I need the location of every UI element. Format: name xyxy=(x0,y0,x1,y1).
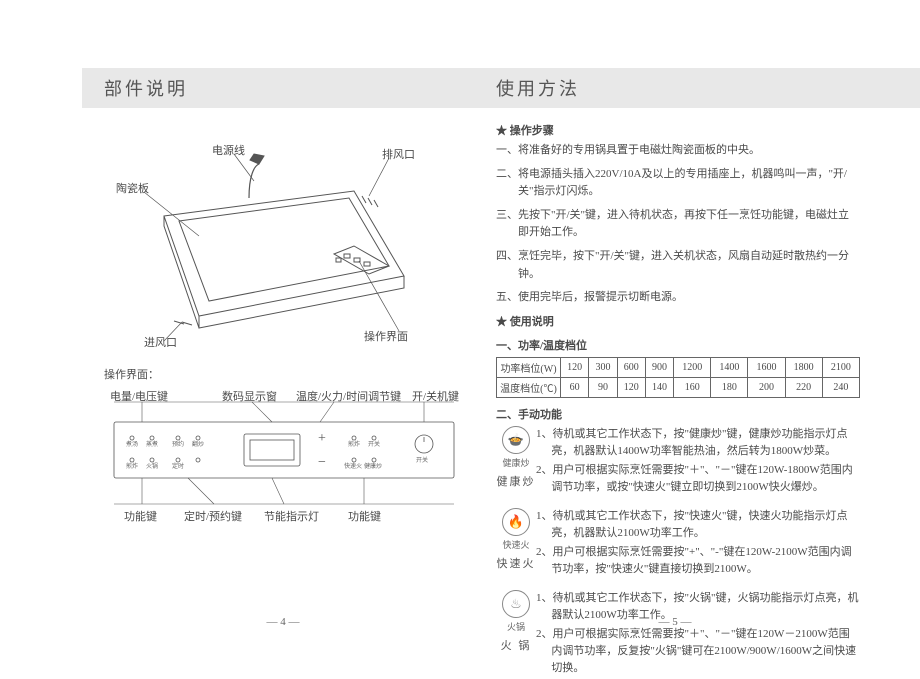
manual-title: 二、手动功能 xyxy=(496,406,860,422)
lbl-eco: 节能指示灯 xyxy=(264,508,319,524)
panel-title: 操作界面： xyxy=(104,366,468,382)
label-power-cord: 电源线 xyxy=(212,142,245,158)
svg-text:开关: 开关 xyxy=(368,440,380,448)
page-right: 使用方法 ★ 操作步骤 一、将准备好的专用锅具置于电磁灶陶瓷面板的中央。 二、将… xyxy=(490,68,860,628)
right-header: 使用方法 xyxy=(490,68,860,108)
section-instructions-title: ★ 使用说明 xyxy=(496,313,860,329)
tiny-boil: 煮汤 xyxy=(126,440,138,448)
power-header: 功率档位(W) xyxy=(497,357,561,377)
svg-text:煎炸: 煎炸 xyxy=(348,440,360,448)
left-title: 部件说明 xyxy=(104,75,188,101)
right-title: 使用方法 xyxy=(496,75,580,101)
lbl-power-voltage: 电量/电压键 xyxy=(110,388,168,404)
rapid-icon-label: 快速火 xyxy=(496,538,536,551)
lbl-func-r: 功能键 xyxy=(348,508,381,524)
device-diagram: 电源线 排风口 陶瓷板 进风口 操作界面 xyxy=(104,136,468,346)
table-title: 一、功率/温度档位 xyxy=(496,337,860,353)
step-2: 二、将电源插头插入220V/10A及以上的专用插座上，机器鸣叫一声，"开/关"指… xyxy=(496,166,860,201)
svg-text:健康炒: 健康炒 xyxy=(364,462,382,470)
label-exhaust: 排风口 xyxy=(382,146,415,162)
rapid-item-2: 2、用户可根据实际烹饪需要按"+"、"-"键在120W-2100W范围内调节功率… xyxy=(536,544,860,578)
svg-text:快速火: 快速火 xyxy=(344,462,362,470)
rapid-item-1: 1、待机或其它工作状态下，按"快速火"键，快速火功能指示灯点亮，机器默认2100… xyxy=(536,508,860,542)
tiny-preset: 预约 xyxy=(172,440,184,448)
section-steps-title: ★ 操作步骤 xyxy=(496,122,860,138)
step-4: 四、烹饪完毕，按下"开/关"键，进入关机状态，风扇自动延时散热约一分钟。 xyxy=(496,248,860,283)
step-3: 三、先按下"开/关"键，进入待机状态，再按下任一烹饪功能键，电磁灶立即开始工作。 xyxy=(496,207,860,242)
tiny-steam: 蒸煮 xyxy=(146,440,158,448)
health-item-2: 2、用户可根据实际烹饪需要按"＋"、"－"键在120W-1800W范围内调节功率… xyxy=(536,462,860,496)
lbl-onoff: 开/关机键 xyxy=(412,388,459,404)
svg-text:+: + xyxy=(318,431,326,446)
lbl-display: 数码显示窗 xyxy=(222,388,277,404)
svg-text:−: − xyxy=(318,455,326,470)
rapid-name: 快速火 xyxy=(496,555,536,571)
page-left: 部件说明 xyxy=(98,68,468,628)
health-name: 健康炒 xyxy=(496,473,536,489)
label-panel: 操作界面 xyxy=(364,328,408,344)
tiny-hotpot: 火锅 xyxy=(146,462,158,470)
page-number-right: — 5 — xyxy=(490,616,860,628)
page-number-left: — 4 — xyxy=(98,616,468,628)
temp-row: 温度档位(℃) 60 90 120 140 160 180 200 220 24… xyxy=(497,377,860,397)
mode-rapid: 🔥 快速火 快速火 1、待机或其它工作状态下，按"快速火"键，快速火功能指示灯点… xyxy=(496,508,860,580)
hotpot-icon: ♨ xyxy=(502,590,530,618)
control-panel-diagram: + − 煮汤 蒸煮 预约 翻炒 煎炸 火锅 定时 xyxy=(104,390,468,510)
power-row: 功率档位(W) 120 300 600 900 1200 1400 1600 1… xyxy=(497,357,860,377)
health-icon: 🍲 xyxy=(502,426,530,454)
step-1: 一、将准备好的专用锅具置于电磁灶陶瓷面板的中央。 xyxy=(496,142,860,160)
tiny-timer: 定时 xyxy=(172,462,184,470)
hotpot-item-2: 2、用户可根据实际烹饪需要按"＋"、"－"键在120W－2100W范围内调节功率… xyxy=(536,626,860,677)
mode-hotpot: ♨ 火锅 火 锅 1、待机或其它工作状态下，按"火锅"键，火锅功能指示灯点亮，机… xyxy=(496,590,860,679)
label-intake: 进风口 xyxy=(144,334,177,350)
label-ceramic: 陶瓷板 xyxy=(116,180,149,196)
left-header: 部件说明 xyxy=(98,68,468,108)
tiny-stirfry: 翻炒 xyxy=(192,440,204,448)
lbl-temp-fire: 温度/火力/时间调节键 xyxy=(296,388,401,404)
step-list: 一、将准备好的专用锅具置于电磁灶陶瓷面板的中央。 二、将电源插头插入220V/1… xyxy=(496,142,860,307)
health-icon-label: 健康炒 xyxy=(496,456,536,469)
tiny-fry: 煎炸 xyxy=(126,462,138,470)
svg-text:开关: 开关 xyxy=(416,456,428,464)
temp-header: 温度档位(℃) xyxy=(497,377,561,397)
lbl-func-l: 功能键 xyxy=(124,508,157,524)
step-5: 五、使用完毕后，报警提示切断电源。 xyxy=(496,289,860,307)
health-item-1: 1、待机或其它工作状态下，按"健康炒"键，健康炒功能指示灯点亮，机器默认1400… xyxy=(536,426,860,460)
lbl-timer: 定时/预约键 xyxy=(184,508,242,524)
rapid-icon: 🔥 xyxy=(502,508,530,536)
mode-health: 🍲 健康炒 健康炒 1、待机或其它工作状态下，按"健康炒"键，健康炒功能指示灯点… xyxy=(496,426,860,498)
power-table: 功率档位(W) 120 300 600 900 1200 1400 1600 1… xyxy=(496,357,860,398)
